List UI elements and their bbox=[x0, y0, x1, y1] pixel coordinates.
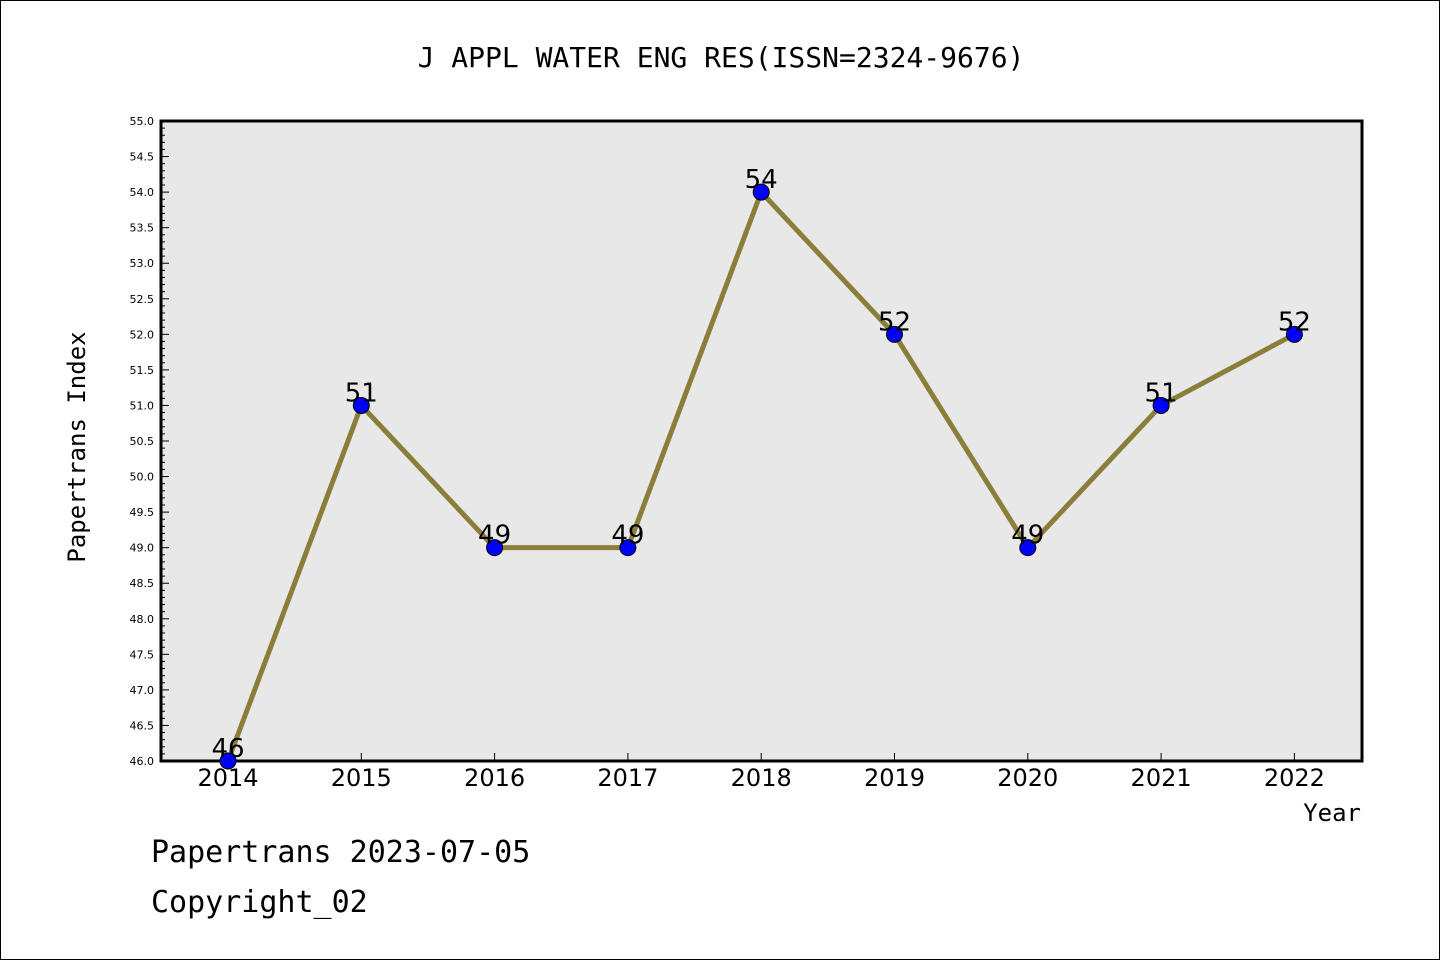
footer-date: Papertrans 2023-07-05 bbox=[151, 835, 531, 870]
data-label: 46 bbox=[211, 734, 244, 764]
y-tick-label: 51.0 bbox=[130, 399, 155, 412]
x-tick-label: 2021 bbox=[1131, 764, 1192, 792]
y-tick-label: 53.5 bbox=[130, 222, 155, 235]
data-label: 49 bbox=[1011, 521, 1044, 551]
y-tick-label: 52.5 bbox=[130, 293, 155, 306]
series-markers bbox=[219, 183, 1303, 770]
data-label: 51 bbox=[345, 378, 378, 408]
y-tick-label: 46.5 bbox=[130, 719, 155, 732]
x-tick-label: 2022 bbox=[1264, 764, 1325, 792]
y-tick-label: 49.0 bbox=[130, 542, 155, 555]
data-point bbox=[886, 325, 903, 343]
chart-title: J APPL WATER ENG RES(ISSN=2324-9676) bbox=[418, 41, 1025, 74]
y-tick-label: 49.5 bbox=[130, 506, 155, 519]
x-axis: 2014 2015 2016 2017 2018 2019 2020 2021 2022 bbox=[197, 753, 1325, 792]
y-tick-label: 54.5 bbox=[130, 151, 155, 164]
data-label: 49 bbox=[478, 521, 511, 551]
y-tick-label: 46.0 bbox=[130, 755, 155, 768]
y-tick-label: 50.0 bbox=[130, 471, 155, 484]
data-point bbox=[352, 396, 370, 414]
y-tick-label: 51.5 bbox=[130, 364, 155, 377]
data-point bbox=[1285, 325, 1303, 343]
footer-copyright: Copyright_02 bbox=[151, 885, 368, 920]
y-tick-label: 47.5 bbox=[130, 648, 155, 661]
plot-area bbox=[159, 119, 1364, 763]
x-axis-label: Year bbox=[1303, 799, 1361, 827]
x-tick-label: 2015 bbox=[331, 764, 392, 792]
data-point bbox=[486, 539, 504, 557]
data-point bbox=[1152, 396, 1170, 414]
data-label: 51 bbox=[1145, 378, 1178, 408]
x-tick-label: 2016 bbox=[464, 764, 525, 792]
data-label: 52 bbox=[1278, 307, 1311, 337]
y-axis-label: Papertrans Index bbox=[63, 331, 91, 562]
y-tick-label: 55.0 bbox=[130, 115, 155, 128]
y-tick-label: 47.0 bbox=[130, 684, 155, 697]
y-axis: 46.0 46.5 47.0 47.5 48.0 48.5 49.0 49.5 50.0 50.5… bbox=[130, 115, 169, 768]
x-tick-label: 2017 bbox=[597, 764, 658, 792]
data-point bbox=[219, 752, 237, 770]
y-tick-label: 50.5 bbox=[130, 435, 155, 448]
x-tick-label: 2019 bbox=[864, 764, 925, 792]
y-tick-label: 54.0 bbox=[130, 186, 155, 199]
y-tick-label: 52.0 bbox=[130, 328, 155, 341]
data-label: 52 bbox=[878, 307, 911, 337]
data-labels: 46 51 49 49 54 52 49 51 52 bbox=[211, 165, 1310, 764]
y-tick-label: 48.0 bbox=[130, 613, 155, 626]
data-label: 54 bbox=[745, 165, 778, 195]
y-tick-label: 53.0 bbox=[130, 257, 155, 270]
data-point bbox=[752, 183, 770, 201]
data-point bbox=[1019, 539, 1037, 557]
y-tick-label: 48.5 bbox=[130, 577, 155, 590]
x-tick-label: 2018 bbox=[731, 764, 792, 792]
x-tick-label: 2020 bbox=[997, 764, 1058, 792]
data-label: 49 bbox=[611, 521, 644, 551]
data-point bbox=[619, 539, 637, 557]
